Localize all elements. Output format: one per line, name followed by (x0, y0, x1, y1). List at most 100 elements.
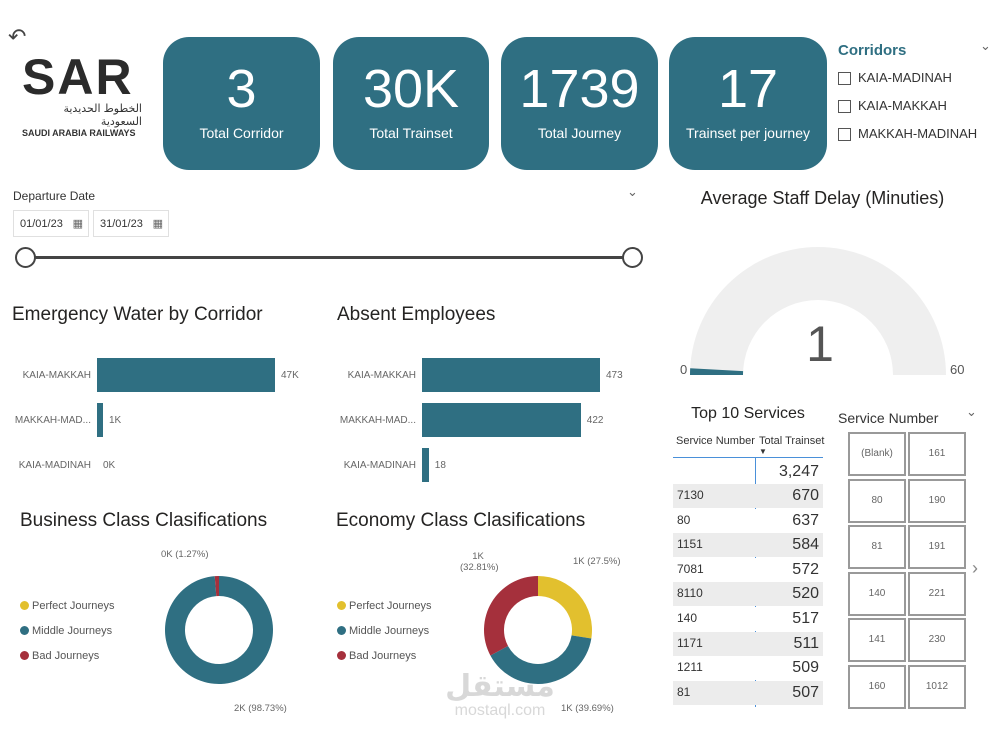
donut-charts (164, 576, 592, 684)
total-trainset-cell: 517 (792, 610, 819, 627)
service-number-tile[interactable]: 160 (848, 664, 906, 709)
bar[interactable] (422, 448, 429, 482)
calendar-icon[interactable]: ▦ (72, 218, 83, 230)
service-number-tile[interactable]: 230 (908, 618, 966, 662)
service-number-cell: 7081 (677, 561, 704, 576)
checkbox[interactable] (838, 72, 851, 86)
donut-slice[interactable] (164, 576, 273, 684)
bar[interactable] (422, 358, 600, 392)
top-services-title: Top 10 Services (691, 405, 805, 422)
legend-dot-icon (20, 626, 29, 635)
legend-label: Perfect Journeys (32, 600, 115, 612)
checkbox[interactable] (838, 100, 851, 114)
kpi-total-corridor: 3 Total Corridor (163, 37, 320, 170)
column-header-total-trainset[interactable]: Total Trainset (759, 435, 825, 447)
bar-data-label: 1K (109, 415, 122, 426)
service-number-tile[interactable]: 1012 (908, 664, 966, 709)
legend-label: Bad Journeys (349, 650, 417, 662)
table-total-row: 3,247 (778, 463, 819, 480)
legend-item: Middle Journeys (337, 625, 429, 637)
service-number-tile[interactable]: 140 (848, 571, 906, 616)
table-row: 7081 572 (673, 557, 823, 582)
date-slider-track[interactable] (25, 256, 632, 259)
bar[interactable] (97, 358, 275, 392)
service-number-tile[interactable]: 221 (908, 571, 966, 616)
legend-item: Middle Journeys (20, 625, 112, 637)
chevron-right-icon[interactable]: › (972, 558, 978, 578)
service-number-title: Service Number (838, 410, 939, 426)
legend-label: Middle Journeys (349, 625, 430, 637)
service-number-tile[interactable]: 81 (848, 525, 906, 569)
service-number-cell: 8110 (677, 586, 703, 601)
absent-employees-title: Absent Employees (337, 304, 496, 325)
gauge-value-arc (690, 368, 744, 375)
economy-class-title: Economy Class Clasifications (336, 510, 586, 531)
chevron-down-icon[interactable]: ⌄ (966, 404, 977, 419)
bar-category-label: MAKKAH-MAD... (14, 415, 91, 426)
sort-desc-icon[interactable]: ▼ (759, 447, 767, 456)
start-date-input[interactable]: 01/01/23 ▦ (13, 210, 89, 237)
table-row: 80 637 (673, 508, 823, 533)
bar-data-label: 18 (434, 460, 446, 471)
service-number-tile[interactable]: 161 (908, 432, 966, 476)
gauge-background-arc (690, 247, 946, 375)
legend-item: Bad Journeys (20, 650, 99, 662)
table-row: 8110 520 (673, 582, 823, 607)
gauge-title: Average Staff Delay (Minuties) (700, 188, 945, 208)
bar-category-label: KAIA-MAKKAH (22, 370, 91, 381)
slider-handle-end[interactable] (622, 247, 643, 268)
table-row: 7130 670 (673, 484, 823, 508)
legend-dot-icon (337, 651, 346, 660)
table-row: 1171 511 (673, 631, 823, 656)
bar[interactable] (422, 403, 581, 437)
chevron-down-icon[interactable]: ⌄ (627, 184, 638, 199)
service-number-cell: 7130 (677, 488, 704, 502)
kpi-trainset-per-journey: 17 Trainset per journey (669, 37, 827, 170)
service-number-tile[interactable]: 80 (848, 478, 906, 523)
legend-item: Perfect Journeys (20, 600, 115, 612)
calendar-icon[interactable]: ▦ (152, 218, 163, 230)
table-row: 1211 509 (673, 656, 823, 681)
table-row: 81 507 (673, 680, 823, 705)
service-number-tile[interactable]: (Blank) (848, 432, 906, 476)
service-number-cell: 1151 (677, 537, 703, 552)
gauge-value: 1 (806, 316, 834, 372)
back-arrow-icon[interactable]: ↶ (8, 24, 27, 49)
bar[interactable] (97, 403, 103, 437)
service-number-cell: 80 (677, 512, 691, 527)
donut-slice[interactable] (484, 576, 538, 656)
bar-category-label: KAIA-MADINAH (18, 460, 91, 471)
kpi-total-trainset: 30K Total Trainset (333, 37, 489, 170)
checkbox[interactable] (838, 128, 851, 142)
legend-item: Perfect Journeys (337, 600, 432, 612)
donut-slice[interactable] (490, 635, 592, 684)
departure-date-label: Departure Date (13, 189, 96, 203)
bar-data-label: 422 (586, 415, 604, 426)
donut-slice[interactable] (538, 576, 592, 639)
service-number-cell: 1211 (677, 660, 703, 675)
bar-data-label: 0K (103, 460, 116, 471)
corridor-option[interactable]: KAIA-MAKKAH (838, 98, 947, 114)
service-number-tile[interactable]: 141 (848, 618, 906, 662)
service-number-tile[interactable]: 191 (908, 525, 966, 569)
service-number-cell: 1171 (677, 635, 703, 650)
corridor-option[interactable]: MAKKAH-MADINAH (838, 126, 977, 142)
header-divider (673, 457, 823, 458)
donut-data-label: 1K (32.81%) (460, 551, 499, 573)
legend-label: Bad Journeys (32, 650, 100, 662)
slider-handle-start[interactable] (15, 247, 36, 268)
donut-slice[interactable] (214, 576, 219, 597)
corridor-option[interactable]: KAIA-MADINAH (838, 70, 952, 86)
total-trainset-cell: 507 (792, 683, 819, 701)
donut-data-label: 0K (1.27%) (161, 549, 209, 560)
service-number-tile[interactable]: 190 (908, 478, 966, 523)
bar-category-label: MAKKAH-MAD... (339, 415, 416, 426)
bar-category-label: KAIA-MADINAH (343, 460, 416, 471)
chevron-down-icon[interactable]: ⌄ (980, 38, 991, 53)
end-date-input[interactable]: 31/01/23 ▦ (93, 210, 169, 237)
total-trainset-cell: 520 (792, 585, 819, 603)
column-header-service-number[interactable]: Service Number (676, 435, 755, 447)
legend-label: Middle Journeys (32, 625, 113, 637)
column-divider (755, 457, 756, 707)
total-trainset-cell: 670 (792, 487, 819, 504)
